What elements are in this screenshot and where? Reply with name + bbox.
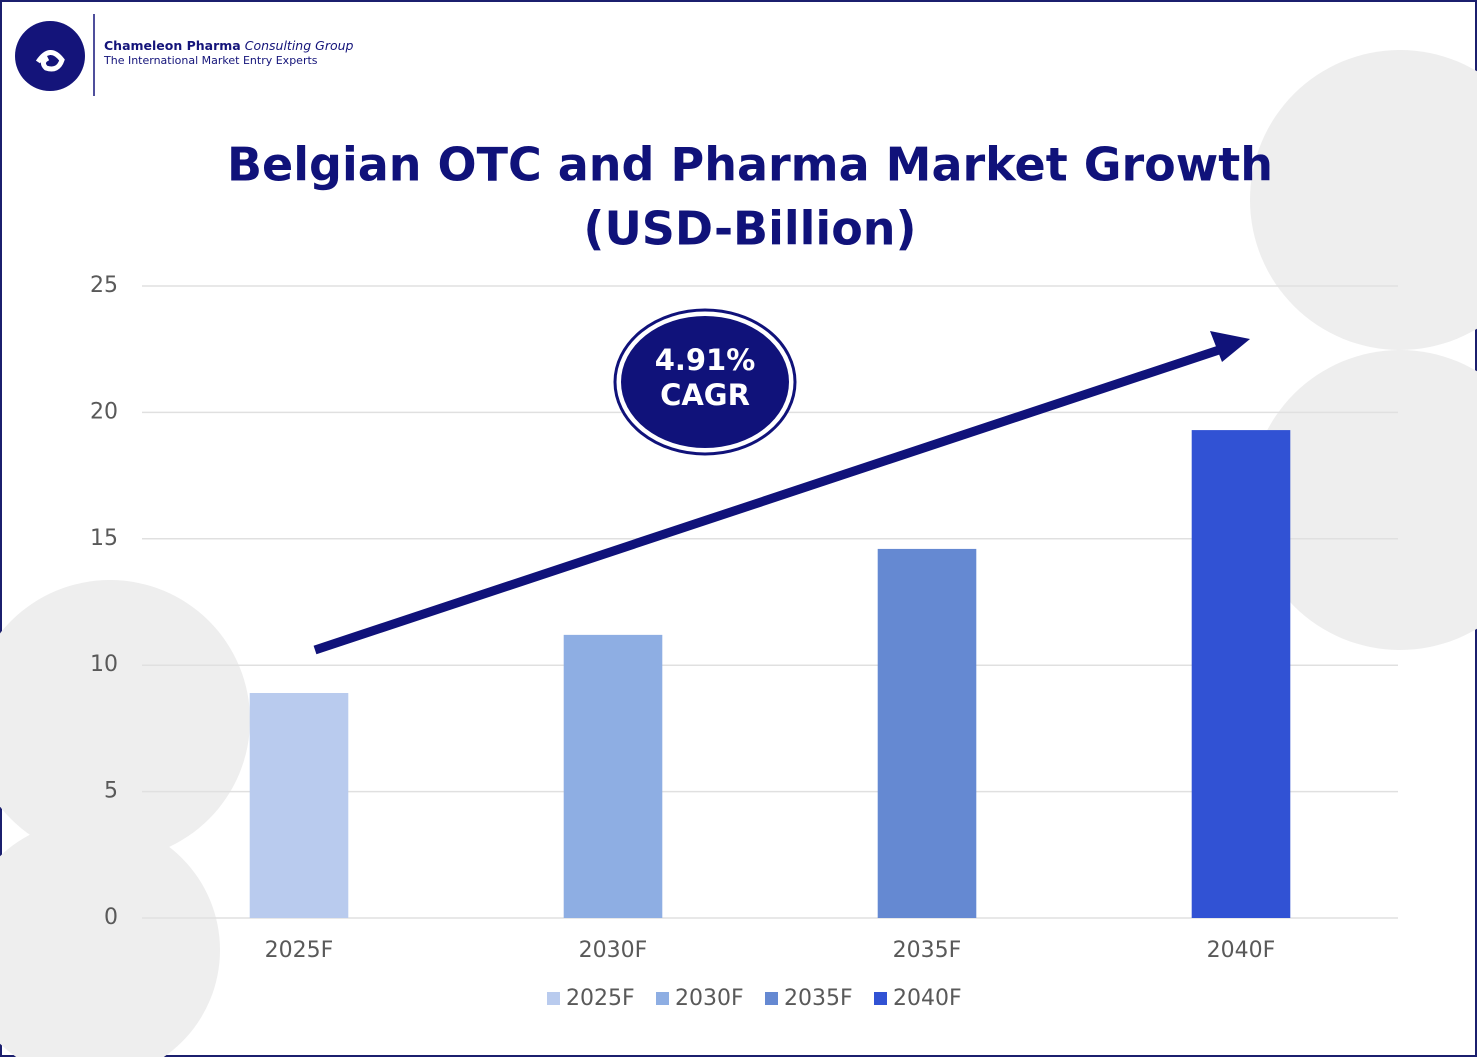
x-tick-label: 2030F (579, 938, 648, 963)
y-tick-label: 0 (104, 905, 118, 930)
x-tick-label: 2040F (1207, 938, 1276, 963)
cagr-badge: 4.91% CAGR (613, 308, 797, 456)
legend-label: 2040F (893, 986, 962, 1011)
logo-name: Chameleon Pharma Consulting Group (104, 38, 354, 53)
x-tick-label: 2025F (265, 938, 334, 963)
y-tick-label: 10 (90, 652, 118, 677)
cagr-arrow (313, 331, 1250, 655)
logo-icon (15, 21, 85, 91)
x-tick-label: 2035F (893, 938, 962, 963)
logo: Chameleon Pharma Consulting Group The In… (15, 14, 354, 96)
legend-label: 2030F (675, 986, 744, 1011)
bar (249, 693, 349, 918)
y-tick-label: 20 (90, 399, 118, 424)
legend-swatch (656, 992, 669, 1005)
legend-swatch (874, 992, 887, 1005)
y-tick-label: 25 (90, 273, 118, 298)
logo-swirl (35, 50, 65, 72)
logo-name-bold: Chameleon Pharma (104, 38, 241, 53)
legend-swatch (765, 992, 778, 1005)
legend-label: 2035F (784, 986, 853, 1011)
logo-name-italic: Consulting Group (245, 38, 354, 53)
bar (877, 548, 977, 918)
chart-title: Belgian OTC and Pharma Market Growth (227, 138, 1273, 192)
watermark (0, 50, 1477, 1057)
legend-label: 2025F (566, 986, 635, 1011)
arrow-head (1210, 331, 1250, 362)
y-tick-label: 5 (104, 779, 118, 804)
y-tick-label: 15 (90, 526, 118, 551)
arrow-shaft (313, 343, 1227, 655)
chart-title: (USD-Billion) (583, 202, 916, 256)
legend-swatch (547, 992, 560, 1005)
logo-tagline: The International Market Entry Experts (103, 54, 318, 67)
plot: 0 5 10 15 20 25 2025F 2030F 2035F 2040F 2025F 2030F… (90, 273, 1398, 1011)
annotation: 4.91% (655, 343, 756, 377)
annotation: CAGR (660, 378, 750, 412)
bar (1191, 430, 1291, 918)
bar (563, 634, 663, 918)
badge-fill (621, 316, 789, 448)
